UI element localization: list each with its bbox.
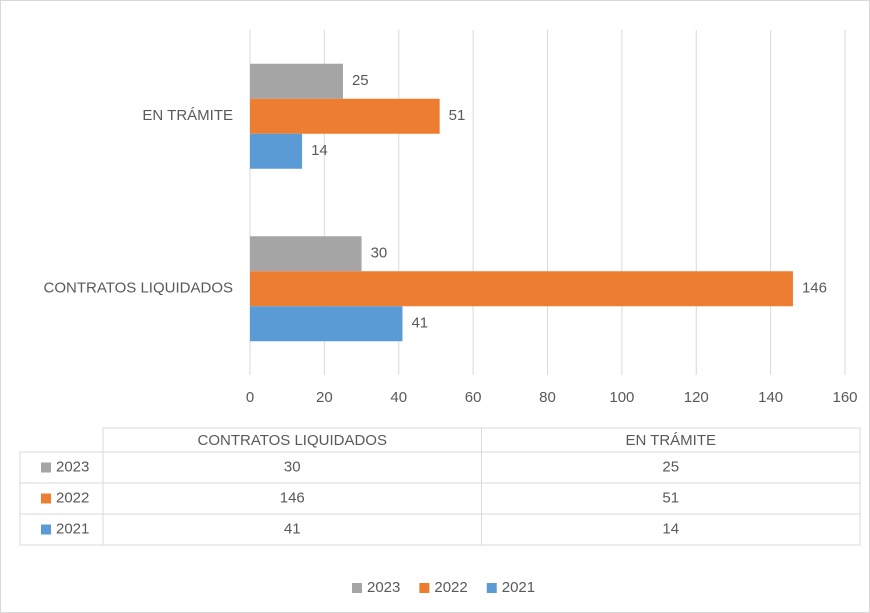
legend-label: 2023 — [367, 579, 400, 596]
table-body-border — [19, 451, 861, 546]
legend-key — [41, 493, 51, 504]
x-tick-label: 40 — [390, 389, 407, 406]
bar — [250, 63, 343, 99]
bar — [250, 98, 440, 134]
x-tick-label: 80 — [539, 389, 556, 406]
table-cell: 41 — [284, 520, 301, 537]
table-header: CONTRATOS LIQUIDADOS — [198, 432, 387, 449]
bar — [250, 271, 793, 307]
table-cell: 146 — [280, 489, 305, 506]
table-cell: 51 — [662, 489, 679, 506]
table-row-label: 2023 — [56, 458, 89, 475]
legend-key — [41, 462, 51, 473]
x-tick-label: 20 — [316, 389, 333, 406]
table-header: EN TRÁMITE — [625, 432, 716, 449]
x-tick-label: 60 — [465, 389, 482, 406]
data-label: 41 — [411, 315, 428, 332]
bar — [250, 306, 403, 342]
legend-swatch — [486, 583, 497, 593]
data-label: 25 — [352, 72, 369, 89]
data-label: 14 — [311, 142, 328, 159]
table-row-label: 2022 — [56, 489, 89, 506]
legend-label: 2022 — [434, 579, 467, 596]
legend-key — [41, 524, 51, 535]
data-label: 146 — [802, 280, 827, 297]
x-tick-label: 140 — [758, 389, 783, 406]
y-tick-label: CONTRATOS LIQUIDADOS — [44, 280, 233, 297]
table-row-label: 2021 — [56, 520, 89, 537]
legend-label: 2021 — [502, 579, 535, 596]
table-cell: 30 — [284, 458, 301, 475]
x-tick-label: 100 — [609, 389, 634, 406]
x-tick-label: 0 — [246, 389, 254, 406]
x-tick-label: 160 — [832, 389, 857, 406]
legend-swatch — [352, 583, 362, 593]
table-cell: 25 — [662, 458, 679, 475]
data-label: 51 — [449, 107, 466, 124]
table-cell: 14 — [662, 520, 679, 537]
data-label: 30 — [371, 245, 388, 262]
x-tick-label: 120 — [684, 389, 709, 406]
bar — [250, 236, 362, 272]
legend-swatch — [419, 583, 430, 593]
bar — [250, 133, 303, 169]
y-tick-label: EN TRÁMITE — [142, 107, 233, 124]
